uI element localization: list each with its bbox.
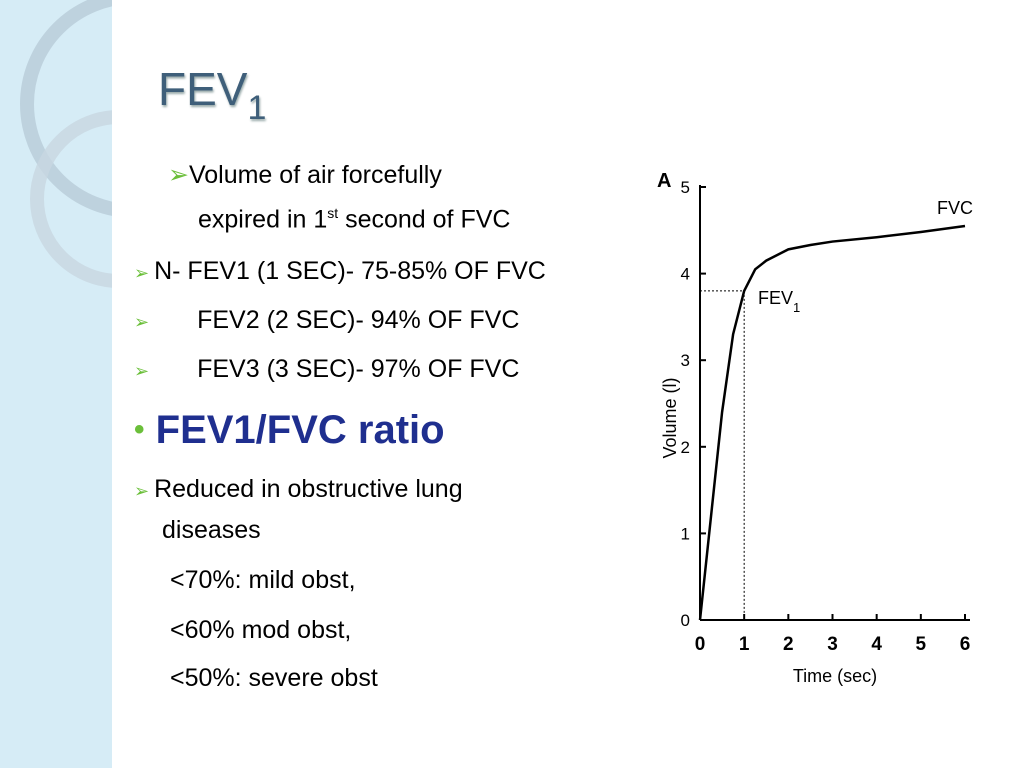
superscript: st (327, 205, 339, 221)
bullet: ➢ Reduced in obstructive lung (134, 475, 463, 503)
bullet-text: <50%: severe obst (170, 664, 378, 692)
bullet-text: FEV1/FVC ratio (155, 408, 445, 452)
bullet: ➢ FEV3 (3 SEC)- 97% OF FVC (134, 355, 520, 383)
bullet: ➢Volume of air forcefully (168, 161, 442, 189)
x-tick-label: 4 (871, 634, 882, 655)
x-tick-label: 5 (916, 634, 927, 655)
y-tick-label: 5 (681, 178, 690, 197)
bullet-text: N- FEV1 (1 SEC)- 75-85% OF FVC (154, 257, 546, 285)
annotation-text: FEV (758, 288, 793, 308)
y-tick-label: 0 (681, 611, 690, 630)
bullet-text: expired in 1 (198, 205, 328, 234)
x-tick-label: 3 (827, 634, 838, 655)
x-axis-label: Time (sec) (793, 666, 877, 686)
bullet-heading: • FEV1/FVC ratio (134, 408, 445, 452)
sub-item: <50%: severe obst (170, 664, 378, 693)
bullet-text: Reduced in obstructive lung (154, 475, 463, 503)
sub-item: <60% mod obst, (170, 616, 351, 645)
slide-title: FEV1 (158, 62, 266, 128)
bullet-text: <70%: mild obst, (170, 566, 356, 594)
y-tick-label: 2 (681, 438, 690, 457)
x-tick-label: 1 (739, 634, 750, 655)
bullet-cont: expired in 1st second of FVC (198, 205, 510, 234)
annotation-subscript: 1 (793, 300, 800, 315)
y-tick-label: 3 (681, 351, 690, 370)
bullet: ➢ FEV2 (2 SEC)- 94% OF FVC (134, 306, 520, 334)
bullet-text: Volume of air forcefully (188, 161, 442, 189)
title-text: FEV (158, 63, 248, 115)
y-axis-label: Volume (l) (660, 377, 680, 458)
data-line (698, 224, 966, 621)
bullet-cont: diseases (162, 516, 261, 545)
annotation: FVC (937, 198, 973, 218)
bullet-text: <60% mod obst, (170, 616, 352, 644)
bullet-text: second of FVC (338, 205, 511, 234)
bullet-text: FEV2 (2 SEC)- 94% OF FVC (197, 306, 520, 334)
x-tick-label: 6 (960, 634, 971, 655)
x-tick-label: 2 (783, 634, 794, 655)
bullet-text: FEV3 (3 SEC)- 97% OF FVC (197, 355, 520, 383)
sub-item: <70%: mild obst, (170, 566, 356, 595)
y-tick-label: 4 (681, 265, 690, 284)
title-subscript: 1 (247, 89, 267, 127)
annotation: FEV1 (758, 288, 800, 315)
x-tick-label: 0 (695, 634, 706, 655)
decor-stripe (0, 0, 112, 768)
y-tick-label: 1 (681, 524, 690, 543)
bullet-text: diseases (162, 516, 261, 544)
bullet: ➢ N- FEV1 (1 SEC)- 75-85% OF FVC (134, 257, 546, 285)
panel-label: A (657, 170, 671, 192)
